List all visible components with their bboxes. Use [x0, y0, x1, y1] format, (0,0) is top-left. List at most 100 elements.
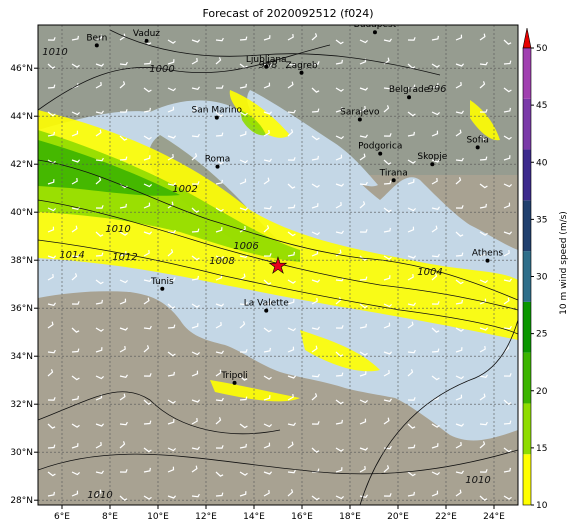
wind-barb — [455, 231, 464, 237]
city-dot — [160, 286, 165, 291]
wind-barb — [239, 301, 248, 306]
wind-barb — [311, 183, 320, 188]
wind-barb — [47, 255, 57, 259]
wind-barb — [287, 422, 296, 426]
wind-barb — [71, 443, 79, 449]
city-dot — [299, 70, 304, 75]
wind-barb — [503, 467, 511, 473]
wind-barb — [311, 279, 321, 283]
wind-barb — [335, 419, 343, 425]
wind-barb — [503, 39, 512, 45]
x-tick-label: 18°E — [339, 512, 361, 522]
wind-barb — [119, 61, 128, 66]
colorbar-segment — [523, 48, 531, 99]
wind-barb — [215, 303, 225, 307]
wind-barb — [143, 325, 152, 330]
wind-barb — [143, 87, 152, 93]
wind-barb — [71, 423, 80, 428]
wind-barb — [479, 61, 488, 66]
y-tick-label: 44°N — [10, 112, 33, 122]
wind-barb — [143, 495, 152, 500]
wind-barb — [95, 299, 103, 305]
wind-barb — [287, 441, 294, 449]
city-label: Belgrade — [389, 85, 430, 95]
wind-barb — [95, 129, 102, 137]
wind-barb — [47, 111, 56, 117]
wind-barb — [47, 179, 55, 185]
wind-band — [300, 330, 380, 372]
wind-barb — [143, 60, 152, 65]
wind-barb — [167, 106, 175, 113]
wind-barb — [71, 63, 80, 68]
wind-barb — [407, 131, 415, 137]
wind-barb — [455, 34, 463, 41]
wind-barb — [335, 325, 344, 329]
wind-barb — [143, 467, 151, 473]
wind-barb — [311, 203, 319, 209]
chart-title: Forecast of 2020092512 (f024) — [202, 7, 374, 20]
wind-barb — [191, 370, 199, 377]
wind-barb — [167, 399, 176, 404]
wind-barb — [335, 87, 344, 92]
isobar-label: 1008 — [209, 256, 234, 267]
wind-barb — [479, 298, 487, 305]
wind-barb — [191, 228, 200, 233]
y-tick-label: 38°N — [10, 256, 33, 266]
wind-barb — [71, 111, 81, 116]
wind-barb — [239, 131, 247, 137]
wind-barb — [455, 279, 464, 285]
city-label: Vaduz — [133, 29, 160, 39]
wind-barb — [335, 39, 344, 45]
storm-center-marker: ★ — [268, 254, 288, 279]
wind-barb — [215, 255, 225, 260]
wind-barb — [191, 255, 200, 261]
isobar-label: 996 — [427, 84, 446, 95]
wind-barb — [311, 87, 320, 93]
wind-barb — [311, 135, 320, 141]
wind-barb — [71, 253, 80, 258]
wind-barb — [215, 37, 224, 42]
wind-barb — [503, 447, 512, 453]
wind-barb — [503, 60, 512, 65]
x-tick-label: 10°E — [147, 512, 169, 522]
colorbar-tick-label: 10 — [536, 501, 548, 511]
wind-barb — [191, 418, 198, 425]
isobar-label: 1006 — [233, 241, 258, 252]
wind-barb — [119, 156, 128, 161]
wind-barb — [263, 158, 272, 162]
wind-barb — [335, 447, 344, 452]
wind-barb — [455, 442, 462, 449]
wind-barb — [263, 205, 272, 210]
wind-barb — [287, 327, 297, 332]
wind-barb — [167, 277, 176, 281]
city-label: San Marino — [192, 106, 243, 116]
wind-barb — [479, 374, 488, 378]
colorbar-label: 10 m wind speed (m/s) — [559, 211, 569, 315]
wind-barb — [191, 39, 201, 43]
colorbar-tick-label: 30 — [536, 273, 548, 283]
wind-barb — [215, 492, 224, 497]
wind-barb — [311, 326, 320, 330]
wind-barb — [47, 471, 56, 477]
wind-barb — [167, 135, 177, 139]
wind-barb — [191, 133, 200, 138]
wind-barb — [191, 86, 200, 90]
wind-barb — [407, 321, 414, 329]
wind-barb — [47, 63, 56, 69]
wind-barb — [335, 154, 343, 161]
wind-barb — [215, 350, 224, 354]
wind-barb — [359, 87, 369, 91]
wind-barb — [311, 393, 318, 401]
wind-barb — [431, 490, 439, 497]
wind-barb — [167, 419, 175, 425]
city-dot — [94, 43, 99, 48]
wind-barb — [143, 399, 152, 405]
city-label: Tunis — [150, 277, 174, 287]
wind-barb — [359, 134, 368, 138]
isobar-line — [38, 449, 518, 475]
wind-barb — [455, 299, 463, 305]
wind-barb — [503, 87, 512, 93]
wind-barb — [383, 207, 392, 213]
wind-barb — [455, 375, 465, 380]
